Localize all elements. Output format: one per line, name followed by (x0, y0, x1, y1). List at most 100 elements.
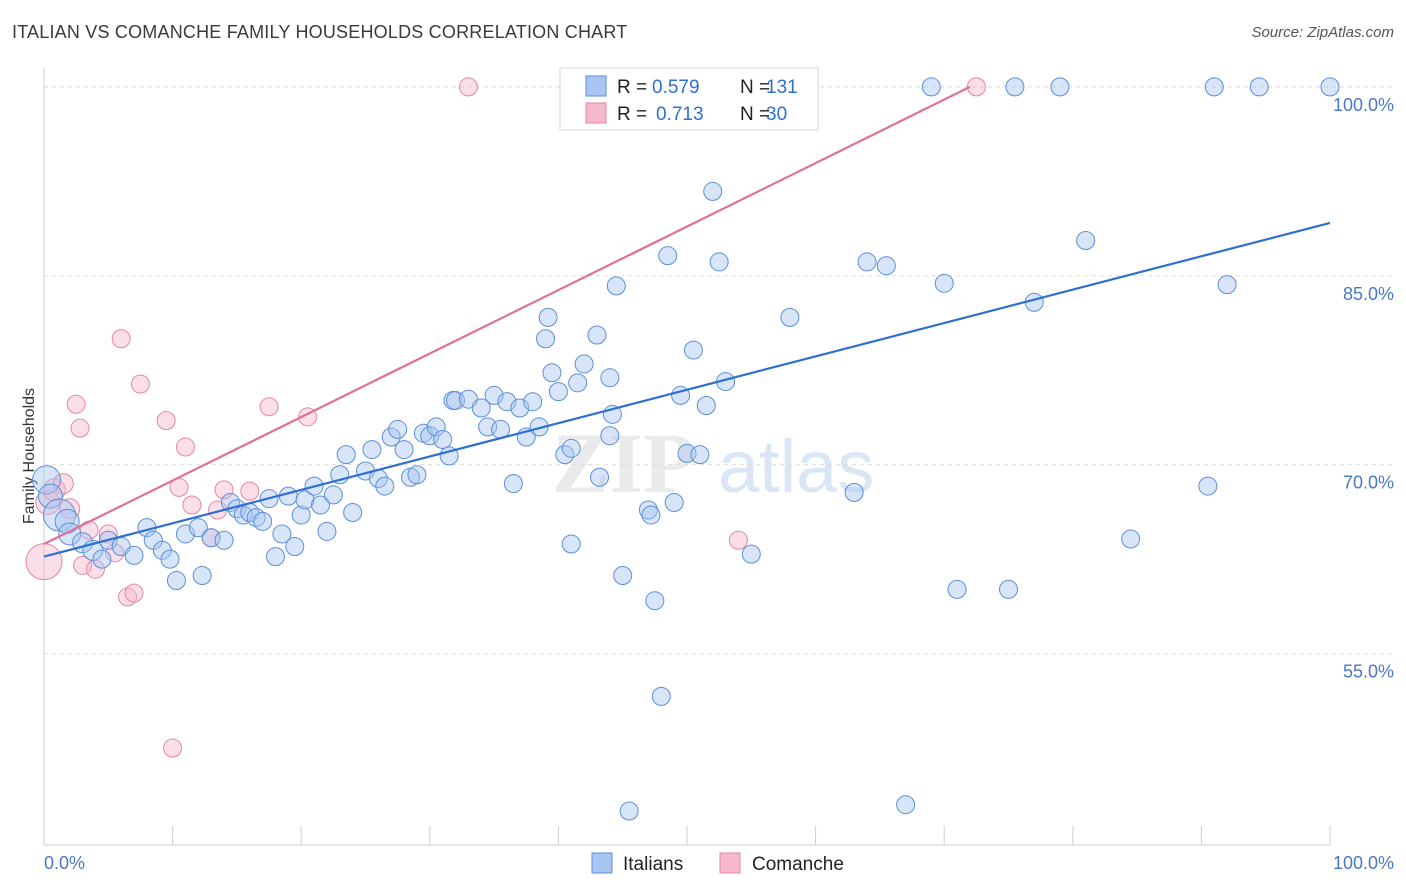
italians-point (343, 503, 363, 523)
comanche-point (259, 397, 279, 417)
italians-point (214, 530, 234, 550)
comanche-point (111, 329, 131, 349)
italians-point (295, 490, 315, 510)
italians-point (645, 591, 665, 611)
italians-point (1217, 275, 1237, 295)
italians-point (780, 307, 800, 327)
x-tick-label-100: 100.0% (1333, 853, 1394, 873)
comanche-point (214, 480, 234, 500)
italians-point (600, 426, 620, 446)
comanche-point (73, 555, 93, 575)
italians-point (362, 440, 382, 460)
italians-point (317, 521, 337, 541)
italians-point (323, 485, 343, 505)
gridlines (44, 86, 1395, 655)
y-tick-labels: 55.0% 70.0% 85.0% 100.0% (1333, 95, 1394, 682)
italians-point (741, 544, 761, 564)
italians-point (658, 246, 678, 266)
comanche-point (156, 411, 176, 431)
italians-point (587, 325, 607, 345)
legend-italians-r-value: 0.579 (652, 77, 700, 98)
italians-point (561, 534, 581, 554)
italians-point (1121, 529, 1141, 549)
italians-point (1050, 77, 1070, 97)
comanche-point (240, 481, 260, 501)
legend-comanche-r-label: R = (617, 104, 647, 125)
comanche-point (25, 543, 63, 581)
italians-point (619, 801, 639, 821)
comanche-point (163, 738, 183, 758)
watermark-atlas: atlas (718, 425, 874, 508)
x-ticks (43, 826, 1331, 845)
italians-point (272, 524, 292, 544)
italians-point (192, 566, 212, 586)
italians-point (857, 252, 877, 272)
italians-point (278, 486, 298, 506)
italians-point (542, 363, 562, 383)
italians-point (246, 508, 266, 528)
comanche-point (182, 495, 202, 515)
italians-point (253, 511, 273, 531)
comanche-point (35, 489, 61, 515)
y-tick-label: 55.0% (1343, 662, 1394, 682)
italians-point (638, 500, 658, 520)
italians-point (703, 181, 723, 201)
italians-point (188, 518, 208, 538)
legend-comanche-n-label: N = (740, 104, 770, 125)
italians-point (32, 465, 62, 495)
italians-point (291, 505, 311, 525)
y-tick-label: 100.0% (1333, 95, 1394, 115)
italians-point (394, 440, 414, 460)
italians-point (934, 273, 954, 293)
italians-point (426, 417, 446, 437)
comanche-point (124, 583, 144, 603)
italians-point (844, 482, 864, 502)
bottom-legend-italians-swatch (591, 852, 613, 874)
bottom-legend-italians-label: Italians (623, 854, 683, 875)
italians-point (568, 373, 588, 393)
italians-point (1204, 77, 1224, 97)
italians-point (37, 483, 63, 509)
italians-point (1076, 231, 1096, 251)
italians-point (538, 307, 558, 327)
italians-point (1005, 77, 1025, 97)
y-tick-label: 85.0% (1343, 284, 1394, 304)
italians-point (503, 474, 523, 494)
italians-point (709, 252, 729, 272)
italians-point (921, 77, 941, 97)
stats-legend: R = 0.579 N = 131 R = 0.713 N = 30 (559, 67, 819, 131)
x-tick-label-0: 0.0% (44, 853, 85, 873)
comanche-point (66, 394, 86, 414)
comanche-point (118, 587, 138, 607)
comanche-point (70, 418, 90, 438)
italians-point (947, 579, 967, 599)
comanche-point (966, 77, 986, 97)
y-tick-label: 70.0% (1343, 473, 1394, 493)
italians-point (613, 566, 633, 586)
comanche-trend-line (43, 85, 971, 546)
italians-point (606, 276, 626, 296)
legend-comanche-n-value: 30 (766, 104, 787, 125)
italians-point (561, 438, 581, 458)
italians-point (1320, 77, 1340, 97)
italians-point (407, 465, 427, 485)
chart-title: ITALIAN VS COMANCHE FAMILY HOUSEHOLDS CO… (12, 22, 628, 42)
legend-comanche-r-value: 0.713 (656, 104, 704, 125)
italians-point (336, 445, 356, 465)
italians-point (523, 392, 543, 412)
italians-point (641, 505, 661, 525)
italians-point (600, 368, 620, 388)
italians-point (1198, 476, 1218, 496)
legend-italians-n-label: N = (740, 77, 770, 98)
source-label: Source: ZipAtlas.com (1251, 24, 1394, 41)
comanche-point (130, 374, 150, 394)
italians-point (590, 467, 610, 487)
legend-italians-swatch (585, 75, 607, 97)
comanche-point (728, 530, 748, 550)
watermark: ZIP atlas (552, 415, 874, 511)
italians-point (265, 547, 285, 567)
italians-point (664, 492, 684, 512)
italians-point (876, 256, 896, 276)
